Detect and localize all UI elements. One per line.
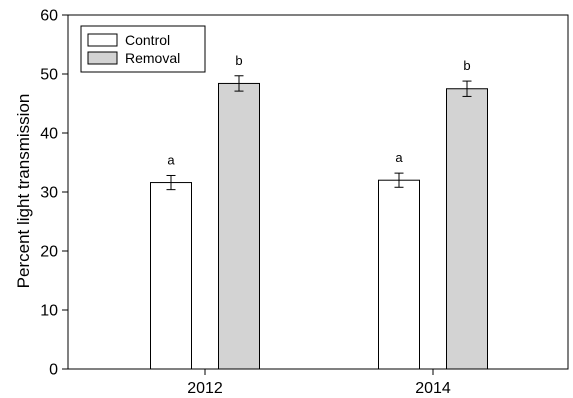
- plot-area: 0 10 20 30 40 50 60 2012 2014 a a b b Control Removal: [40, 8, 569, 397]
- y-axis-title: Percent light transmission: [14, 94, 33, 289]
- y-tick-label: 40: [40, 126, 58, 143]
- y-tick-label: 30: [40, 185, 58, 202]
- significance-letter: a: [395, 150, 403, 165]
- bar-control-2014: [378, 179, 420, 370]
- significance-letter: b: [463, 58, 470, 73]
- y-tick-label: 50: [40, 67, 58, 84]
- legend-swatch-control: [87, 33, 118, 47]
- y-tick-label: 20: [40, 244, 58, 261]
- legend-label-control: Control: [125, 32, 170, 48]
- x-tick-label: 2012: [187, 380, 223, 397]
- x-tick-label: 2014: [415, 380, 451, 397]
- significance-letter: b: [235, 53, 242, 68]
- bar-removal-2012: [218, 82, 260, 370]
- y-tick-label: 0: [49, 362, 58, 379]
- bar-removal-2014: [446, 88, 488, 370]
- y-tick-label: 60: [40, 8, 58, 25]
- legend-label-removal: Removal: [125, 50, 180, 66]
- legend-swatch-removal: [87, 51, 118, 65]
- y-tick-label: 10: [40, 303, 58, 320]
- bar-control-2012: [150, 182, 192, 370]
- significance-letter: a: [167, 152, 175, 167]
